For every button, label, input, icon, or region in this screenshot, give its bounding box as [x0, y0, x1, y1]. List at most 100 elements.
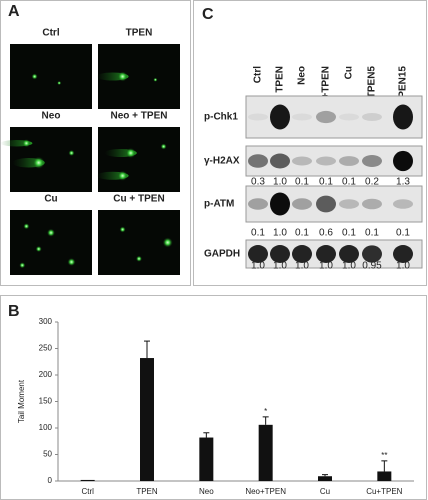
x-tick-label: Neo [199, 487, 214, 496]
lane-label: Neo [297, 66, 308, 85]
blot-band [292, 113, 312, 121]
blot-band [362, 245, 382, 263]
blot-band [292, 198, 312, 210]
blot-band [393, 150, 413, 172]
quant-value: 1.3 [396, 177, 410, 188]
comet-head [32, 156, 45, 169]
x-tick-label: Ctrl [81, 487, 94, 496]
comet-head [162, 237, 173, 248]
bar [258, 424, 273, 481]
blot-band [316, 245, 336, 263]
image-label: Cu [44, 194, 57, 205]
blot-band [316, 156, 336, 166]
bar [80, 479, 95, 481]
y-tick-label: 250 [39, 344, 53, 353]
blot-band [362, 112, 382, 122]
quant-value: 1.0 [396, 261, 410, 272]
quant-value: 1.0 [295, 261, 309, 272]
image-label: TPEN [126, 28, 153, 39]
y-tick-label: 50 [43, 450, 52, 459]
x-tick-label: Cu+TPEN [366, 487, 402, 496]
comet-image [98, 127, 180, 192]
quant-value: 0.1 [251, 228, 265, 239]
comet-head [119, 226, 126, 233]
quant-value: 1.0 [342, 261, 356, 272]
blot-band [270, 192, 290, 216]
blot-band [362, 155, 382, 167]
quant-value: 1.0 [319, 261, 333, 272]
blot-band [270, 153, 290, 169]
y-tick-label: 150 [39, 397, 53, 406]
blot-band [316, 110, 336, 124]
blot-label: p-Chk1 [204, 112, 238, 123]
quant-value: 0.1 [342, 228, 356, 239]
blot-band [292, 245, 312, 263]
blot-band [393, 199, 413, 209]
comet-head [57, 81, 62, 85]
blot-band [362, 198, 382, 210]
quant-value: 0.1 [396, 228, 410, 239]
image-label: Cu + TPEN [113, 194, 164, 205]
image-label: Neo [42, 111, 61, 122]
quant-value: 0.1 [365, 228, 379, 239]
comet-head [125, 148, 136, 158]
lane-label: Ctrl [253, 66, 264, 83]
panel-label: B [8, 303, 20, 320]
quant-value: 0.1 [295, 177, 309, 188]
blot-band [248, 113, 268, 121]
y-tick-label: 0 [48, 476, 53, 485]
blot-band [248, 198, 268, 210]
lane-label: Neo+TPEN [321, 66, 332, 117]
y-axis-title: Tail Moment [17, 379, 26, 423]
panel-c-frame [193, 0, 427, 286]
comet-head [136, 255, 142, 262]
comet-head [160, 143, 167, 150]
y-tick-label: 200 [39, 370, 53, 379]
quant-value: 0.1 [342, 177, 356, 188]
blot-band [339, 199, 359, 209]
significance: ** [381, 451, 387, 460]
comet-head [47, 228, 55, 237]
blot-band [292, 156, 312, 166]
blot-label: GAPDH [204, 249, 240, 260]
blot-band [339, 245, 359, 263]
x-tick-label: TPEN [136, 487, 158, 496]
lane-label: Cu [344, 66, 355, 79]
quant-value: 1.0 [251, 261, 265, 272]
comet-head [19, 262, 26, 269]
blot-band [270, 104, 290, 130]
blot-label: γ-H2AX [204, 156, 240, 167]
blot-band [393, 104, 413, 130]
comet-head [31, 73, 38, 80]
quant-value: 1.0 [273, 261, 287, 272]
lane-label: Cu+TPEN15 [398, 66, 409, 123]
comet-head [68, 150, 75, 156]
y-tick-label: 300 [39, 317, 53, 326]
quant-value: 0.1 [295, 228, 309, 239]
blot-band [270, 245, 290, 263]
comet-head [117, 71, 128, 82]
quant-value: 0.6 [319, 228, 333, 239]
quant-value: 0.95 [362, 261, 382, 272]
panel-label: A [8, 3, 20, 20]
image-label: Ctrl [42, 28, 59, 39]
lane-label: Cu+TPEN5 [367, 66, 378, 118]
comet-head [67, 258, 76, 266]
x-tick-label: Neo+TPEN [245, 487, 286, 496]
blot-band [393, 245, 413, 263]
comet-head [117, 170, 128, 181]
blot-band [248, 154, 268, 168]
quant-value: 0.3 [251, 177, 265, 188]
blot-band [339, 156, 359, 166]
blot-band [339, 113, 359, 121]
image-label: Neo + TPEN [111, 111, 168, 122]
comet-image [10, 44, 92, 109]
y-tick-label: 100 [39, 423, 53, 432]
bar [377, 471, 392, 481]
quant-value: 1.0 [273, 228, 287, 239]
lane-label: TPEN [275, 66, 286, 93]
comet-head [153, 77, 158, 82]
blot-band [248, 245, 268, 263]
blot-label: p-ATM [204, 199, 234, 210]
